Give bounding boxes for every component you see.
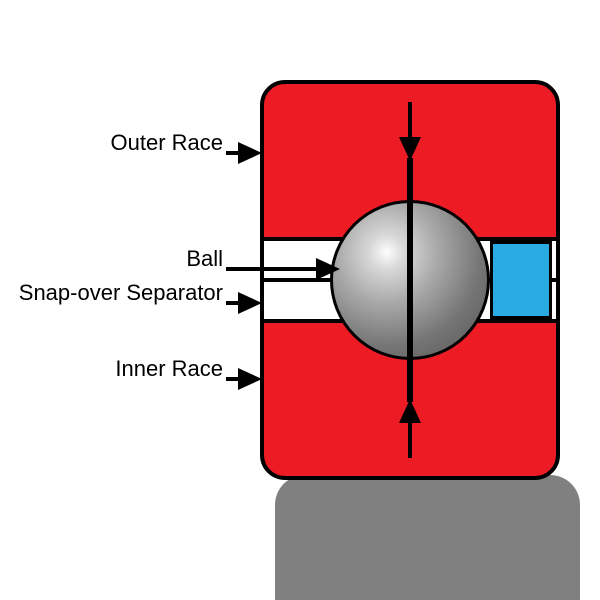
label-ball: Ball — [181, 246, 223, 272]
arrow-inner-race — [226, 368, 262, 390]
label-outer-race: Outer Race — [108, 130, 223, 156]
arrow-ball — [226, 258, 340, 280]
ball-center-line — [407, 158, 413, 402]
label-separator: Snap-over Separator — [2, 280, 223, 306]
snap-over-separator — [490, 241, 552, 319]
arrow-separator — [226, 292, 262, 314]
housing-block — [275, 475, 580, 600]
label-inner-race: Inner Race — [113, 356, 223, 382]
diagram-canvas: Outer Race Ball Snap-over Separator Inne… — [0, 0, 600, 600]
arrow-outer-race — [226, 142, 262, 164]
